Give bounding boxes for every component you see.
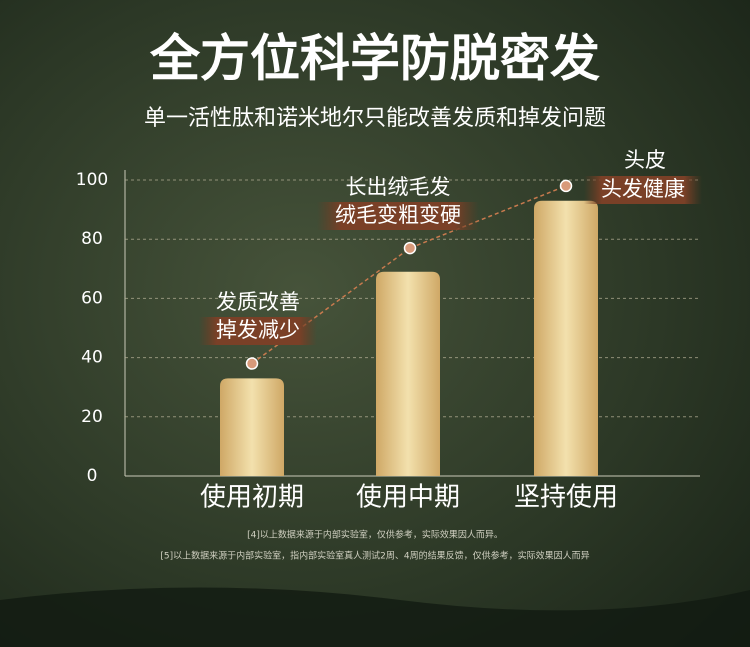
- annotation: 绒毛变粗变硬: [335, 203, 461, 227]
- chart-title: 全方位科学防脱密发: [149, 30, 600, 88]
- bar: [534, 200, 598, 476]
- y-tick-label: 100: [76, 170, 108, 190]
- annotation: 发质改善: [216, 290, 300, 314]
- trend-point: [403, 241, 417, 255]
- annotation-highlight: [584, 176, 702, 204]
- footnote: [5]以上数据来源于内部实验室，指内部实验室真人测试2周、4周的结果反馈，仅供参…: [160, 550, 589, 562]
- y-tick-label: 40: [81, 348, 103, 368]
- annotation: 头皮: [624, 148, 666, 172]
- annotation-highlight: [317, 202, 479, 230]
- footnote: [4]以上数据来源于内部实验室，仅供参考，实际效果因人而异。: [247, 529, 503, 541]
- trend-point: [559, 179, 573, 193]
- bar: [376, 271, 440, 476]
- annotation-highlight: [199, 317, 317, 345]
- y-tick-label: 20: [81, 407, 103, 427]
- annotation: 头发健康: [601, 177, 685, 201]
- x-tick-label: 使用初期: [200, 483, 304, 513]
- trend-point: [245, 357, 259, 370]
- y-tick-label: 60: [81, 288, 103, 308]
- y-tick-label: 0: [87, 466, 98, 486]
- x-tick-label: 坚持使用: [514, 483, 618, 513]
- bar: [220, 378, 284, 476]
- chart-subtitle: 单一活性肽和诺米地尔只能改善发质和掉发问题: [144, 106, 606, 131]
- annotation: 长出绒毛发: [346, 175, 451, 199]
- x-tick-label: 使用中期: [356, 483, 460, 513]
- bottom-wave: [0, 587, 750, 647]
- annotation: 掉发减少: [216, 318, 300, 342]
- y-tick-label: 80: [81, 229, 103, 249]
